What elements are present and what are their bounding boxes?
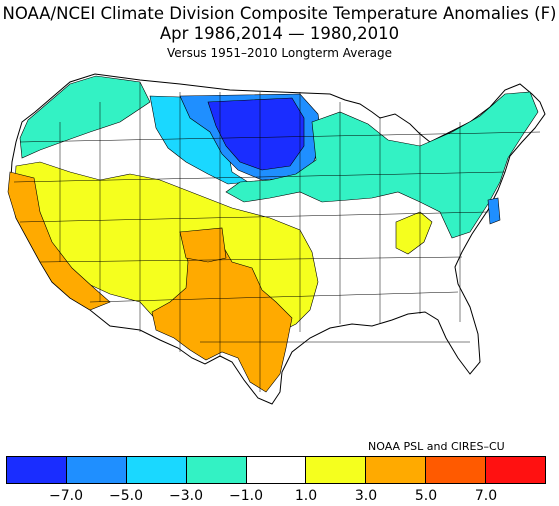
map-subtitle: Apr 1986,2014 — 1980,2010	[159, 24, 400, 43]
legend-swatch	[246, 457, 307, 483]
legend-swatch	[366, 457, 427, 483]
legend-tick-label: −1.0	[229, 488, 263, 504]
color-legend	[6, 456, 546, 484]
legend-tick-label: 1.0	[294, 488, 318, 504]
map-baseline-note: Versus 1951–2010 Longterm Average	[166, 46, 393, 60]
region-northern-plains	[207, 97, 305, 171]
legend-swatch	[306, 457, 367, 483]
region-delaware-cool	[487, 197, 501, 225]
data-credit: NOAA PSL and CIRES–CU	[368, 440, 505, 453]
legend-tick-label: −5.0	[109, 488, 143, 504]
legend-swatch	[66, 457, 127, 483]
region-texas-hot	[151, 231, 293, 393]
legend-swatch	[7, 457, 67, 483]
legend-swatch	[426, 457, 487, 483]
legend-swatch	[486, 457, 546, 483]
region-northwest-coast-cool	[19, 75, 151, 159]
map-title: NOAA/NCEI Climate Division Composite Tem…	[2, 4, 557, 23]
division-boundaries	[13, 82, 541, 392]
legend-tick-label: −7.0	[49, 488, 83, 504]
legend-tick-label: 5.0	[414, 488, 438, 504]
region-california-texas	[7, 171, 111, 311]
us-climate-division-map	[7, 73, 546, 405]
legend-tick-label: −3.0	[169, 488, 203, 504]
legend-swatch	[126, 457, 187, 483]
legend-swatch	[186, 457, 247, 483]
legend-tick-label: 3.0	[354, 488, 378, 504]
legend-tick-label: 7.0	[474, 488, 498, 504]
region-colorado-warm	[179, 227, 227, 263]
